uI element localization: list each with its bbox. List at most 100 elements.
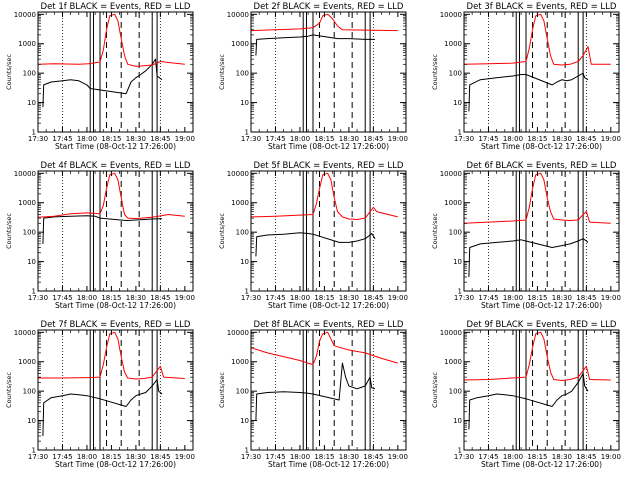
y-tick-label: 1 (32, 129, 36, 137)
x-tick-label: 18:45 (150, 135, 170, 143)
y-tick-label: 10 (240, 258, 249, 266)
y-tick-label: 1 (32, 447, 36, 455)
y-axis-label: Counts/sec (5, 372, 13, 408)
panel-det-1: Det 1f BLACK = Events, RED = LLD 1 10 100 10… (5, 2, 195, 151)
panel-det-8: Det 8f BLACK = Events, RED = LLD 1 10 100 10… (218, 320, 408, 469)
y-tick-label: 1 (32, 288, 36, 296)
x-tick-label: 17:45 (478, 453, 498, 461)
y-tick-label: 1000 (18, 358, 36, 366)
x-tick-label: 17:30 (28, 135, 48, 143)
lld-series-line (250, 13, 398, 32)
y-tick-label: 10 (453, 99, 462, 107)
x-tick-label: 18:00 (290, 135, 310, 143)
y-axis-label: Counts/sec (431, 54, 439, 90)
y-tick-label: 10000 (440, 11, 462, 19)
x-tick-label: 18:45 (576, 294, 596, 302)
y-tick-label: 1000 (231, 358, 249, 366)
x-axis-label: Start Time (08-Oct-12 17:26:00) (268, 142, 389, 151)
x-axis-label: Start Time (08-Oct-12 17:26:00) (268, 460, 389, 469)
panel-title: Det 4f BLACK = Events, RED = LLD (41, 161, 191, 171)
x-tick-label: 19:00 (175, 135, 195, 143)
x-tick-label: 18:45 (150, 294, 170, 302)
y-tick-label: 1 (245, 129, 249, 137)
y-tick-label: 10 (27, 417, 36, 425)
x-tick-label: 18:00 (290, 453, 310, 461)
panel-det-4: Det 4f BLACK = Events, RED = LLD 1 10 100 10… (5, 161, 195, 310)
y-tick-label: 100 (23, 70, 36, 78)
y-tick-label: 100 (23, 388, 36, 396)
x-tick-label: 17:45 (52, 453, 72, 461)
x-tick-label: 18:15 (527, 294, 547, 302)
x-tick-label: 18:15 (314, 294, 334, 302)
x-tick-label: 17:30 (241, 135, 261, 143)
x-tick-label: 18:30 (126, 453, 146, 461)
plot-frame (250, 170, 407, 292)
lld-series-line (250, 331, 398, 366)
x-tick-label: 18:15 (101, 294, 121, 302)
lld-series-line (38, 331, 185, 380)
events-series-line (42, 379, 163, 437)
panel-det-3: Det 3f BLACK = Events, RED = LLD 1 10 100 10… (431, 2, 621, 151)
y-tick-label: 10 (240, 417, 249, 425)
x-tick-label: 18:15 (527, 453, 547, 461)
x-tick-label: 18:00 (77, 135, 97, 143)
y-tick-label: 1000 (231, 40, 249, 48)
y-tick-label: 1 (458, 447, 462, 455)
x-tick-label: 18:30 (126, 294, 146, 302)
x-tick-label: 18:15 (101, 135, 121, 143)
x-tick-label: 18:15 (314, 135, 334, 143)
x-tick-label: 17:45 (52, 135, 72, 143)
x-tick-label: 18:00 (77, 453, 97, 461)
y-tick-label: 10000 (14, 329, 36, 337)
x-tick-label: 17:30 (241, 294, 261, 302)
y-tick-label: 10000 (227, 170, 249, 178)
x-tick-label: 19:00 (388, 453, 408, 461)
y-tick-label: 1 (458, 288, 462, 296)
lld-series-line (37, 13, 185, 67)
x-tick-label: 18:45 (150, 453, 170, 461)
x-tick-label: 19:00 (175, 294, 195, 302)
x-tick-label: 18:30 (339, 453, 359, 461)
y-tick-label: 10000 (227, 11, 249, 19)
x-tick-label: 18:30 (552, 135, 572, 143)
events-series-line (255, 34, 375, 56)
x-tick-label: 18:30 (552, 294, 572, 302)
plot-frame (463, 11, 620, 133)
y-tick-label: 10 (453, 258, 462, 266)
events-series-line (255, 232, 376, 257)
x-tick-label: 19:00 (388, 135, 408, 143)
y-tick-label: 10 (240, 99, 249, 107)
y-tick-label: 10 (27, 258, 36, 266)
y-axis-label: Counts/sec (5, 213, 13, 249)
y-tick-label: 1 (245, 447, 249, 455)
plot-frame (463, 170, 620, 292)
y-axis-label: Counts/sec (431, 213, 439, 249)
x-axis-label: Start Time (08-Oct-12 17:26:00) (55, 142, 176, 151)
lld-series-line (463, 172, 611, 224)
y-tick-label: 1000 (18, 199, 36, 207)
x-tick-label: 18:30 (126, 135, 146, 143)
plot-frame (37, 11, 194, 133)
y-tick-label: 100 (449, 70, 462, 78)
panel-det-9: Det 9f BLACK = Events, RED = LLD 1 10 100 10… (431, 320, 621, 469)
panel-title: Det 9f BLACK = Events, RED = LLD (467, 320, 617, 330)
plot-frame (250, 329, 407, 451)
y-axis-label: Counts/sec (431, 372, 439, 408)
y-tick-label: 1000 (444, 199, 462, 207)
x-tick-label: 18:45 (363, 453, 383, 461)
x-tick-label: 18:00 (503, 135, 523, 143)
x-tick-label: 17:30 (28, 294, 48, 302)
x-tick-label: 18:15 (101, 453, 121, 461)
y-axis-label: Counts/sec (218, 372, 226, 408)
x-tick-label: 17:30 (28, 453, 48, 461)
y-tick-label: 1 (245, 288, 249, 296)
x-tick-label: 19:00 (601, 135, 621, 143)
y-tick-label: 100 (236, 229, 249, 237)
x-tick-label: 18:45 (576, 453, 596, 461)
x-tick-label: 17:45 (265, 294, 285, 302)
lld-series-line (463, 13, 611, 66)
events-series-line (42, 215, 163, 244)
x-tick-label: 18:00 (290, 294, 310, 302)
panel-title: Det 5f BLACK = Events, RED = LLD (254, 161, 404, 171)
x-tick-label: 18:45 (363, 135, 383, 143)
